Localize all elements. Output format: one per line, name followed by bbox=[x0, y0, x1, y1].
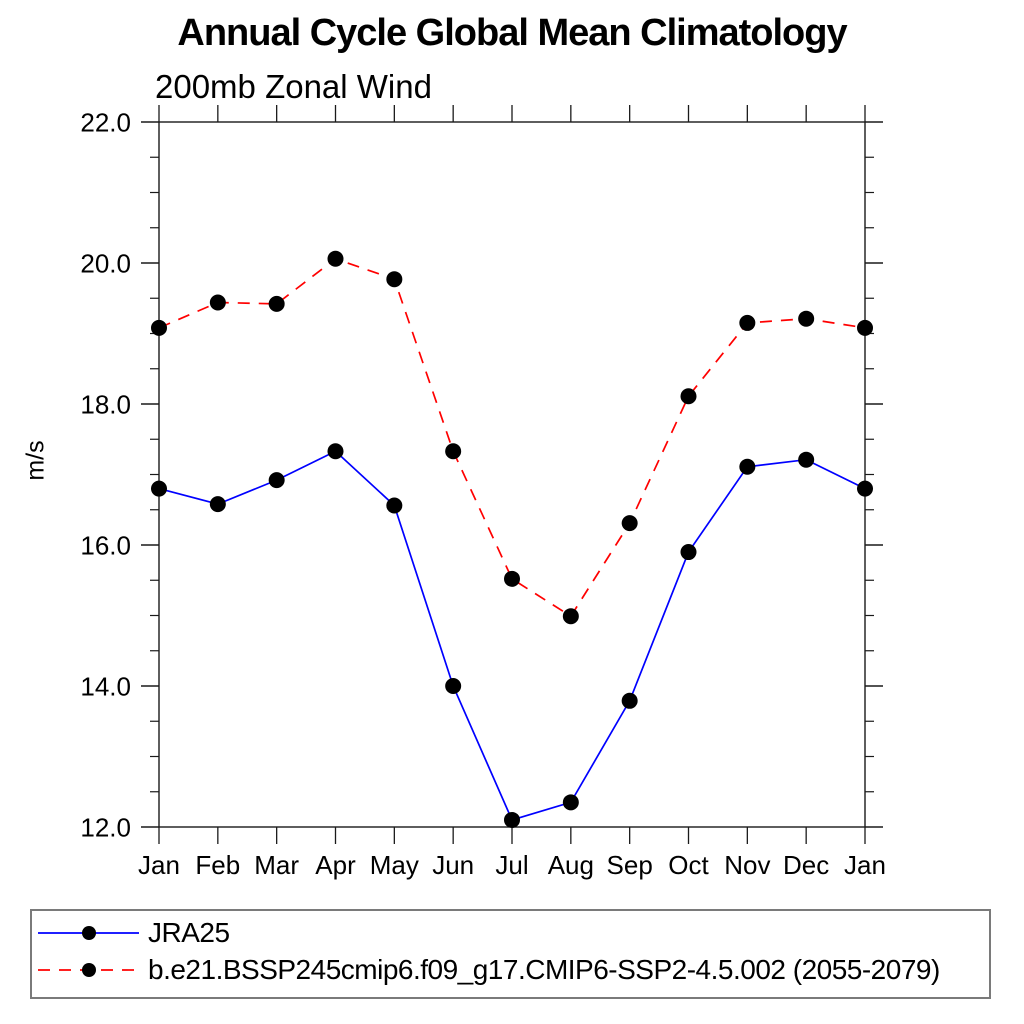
x-tick-label: Dec bbox=[783, 850, 829, 880]
y-tick-label: 14.0 bbox=[80, 671, 131, 701]
x-tick-label: Jan bbox=[138, 850, 180, 880]
y-tick-label: 20.0 bbox=[80, 248, 131, 278]
legend-line-swatch bbox=[38, 925, 139, 940]
legend-box: JRA25 b.e21.BSSP245cmip6.f09_g17.CMIP6-SS… bbox=[30, 909, 991, 999]
data-point-marker bbox=[680, 388, 697, 405]
legend-label: JRA25 bbox=[148, 916, 230, 948]
y-tick-label: 22.0 bbox=[80, 107, 131, 137]
data-point-marker bbox=[209, 496, 226, 513]
data-point-marker bbox=[504, 570, 520, 587]
x-tick-label: Jan bbox=[844, 850, 886, 880]
legend-row: JRA25 bbox=[38, 914, 989, 951]
data-point-marker bbox=[268, 295, 285, 312]
y-tick-label: 12.0 bbox=[80, 812, 131, 842]
y-tick-label: 18.0 bbox=[80, 389, 131, 419]
data-point-marker bbox=[151, 319, 167, 336]
x-tick-label: Jun bbox=[432, 850, 474, 880]
data-point-marker bbox=[445, 678, 462, 694]
x-tick-label: May bbox=[370, 850, 419, 880]
x-tick-label: Aug bbox=[548, 850, 594, 880]
chart-subtitle: 200mb Zonal Wind bbox=[155, 68, 432, 105]
data-point-marker bbox=[680, 544, 697, 561]
x-tick-label: Apr bbox=[315, 850, 356, 880]
data-point-marker bbox=[739, 458, 756, 475]
data-point-marker bbox=[386, 497, 403, 514]
data-point-marker bbox=[562, 608, 579, 625]
legend-row: b.e21.BSSP245cmip6.f09_g17.CMIP6-SSP2-4.… bbox=[38, 951, 989, 988]
legend-marker-dot bbox=[82, 962, 96, 977]
legend-label: b.e21.BSSP245cmip6.f09_g17.CMIP6-SSP2-4.… bbox=[148, 953, 940, 985]
x-tick-label: Sep bbox=[607, 850, 653, 880]
data-point-marker bbox=[798, 451, 815, 468]
x-tick-label: Feb bbox=[195, 850, 240, 880]
data-point-marker bbox=[621, 692, 638, 709]
axis-frame bbox=[158, 121, 866, 828]
x-tick-label: Jul bbox=[495, 850, 528, 880]
data-point-marker bbox=[327, 443, 344, 460]
data-point-marker bbox=[739, 314, 756, 331]
series-line bbox=[158, 257, 866, 618]
y-tick-label: 16.0 bbox=[80, 530, 131, 560]
data-point-marker bbox=[445, 443, 462, 460]
data-point-marker bbox=[857, 319, 873, 336]
x-tick-label: Mar bbox=[254, 850, 299, 880]
legend-marker-dot bbox=[82, 925, 96, 940]
data-point-marker bbox=[857, 480, 873, 497]
x-tick-label: Oct bbox=[668, 850, 709, 880]
x-tick-label: Nov bbox=[724, 850, 770, 880]
data-point-marker bbox=[621, 515, 638, 532]
data-point-marker bbox=[327, 250, 344, 267]
data-point-marker bbox=[268, 472, 285, 489]
data-point-marker bbox=[209, 294, 226, 311]
data-point-marker bbox=[386, 271, 403, 288]
chart-title: Annual Cycle Global Mean Climatology bbox=[177, 12, 847, 54]
series-line bbox=[158, 450, 866, 821]
legend-line-swatch bbox=[38, 962, 139, 977]
data-point-marker bbox=[151, 480, 167, 497]
data-point-marker bbox=[562, 794, 579, 811]
data-point-marker bbox=[798, 310, 815, 327]
data-point-marker bbox=[504, 811, 520, 828]
